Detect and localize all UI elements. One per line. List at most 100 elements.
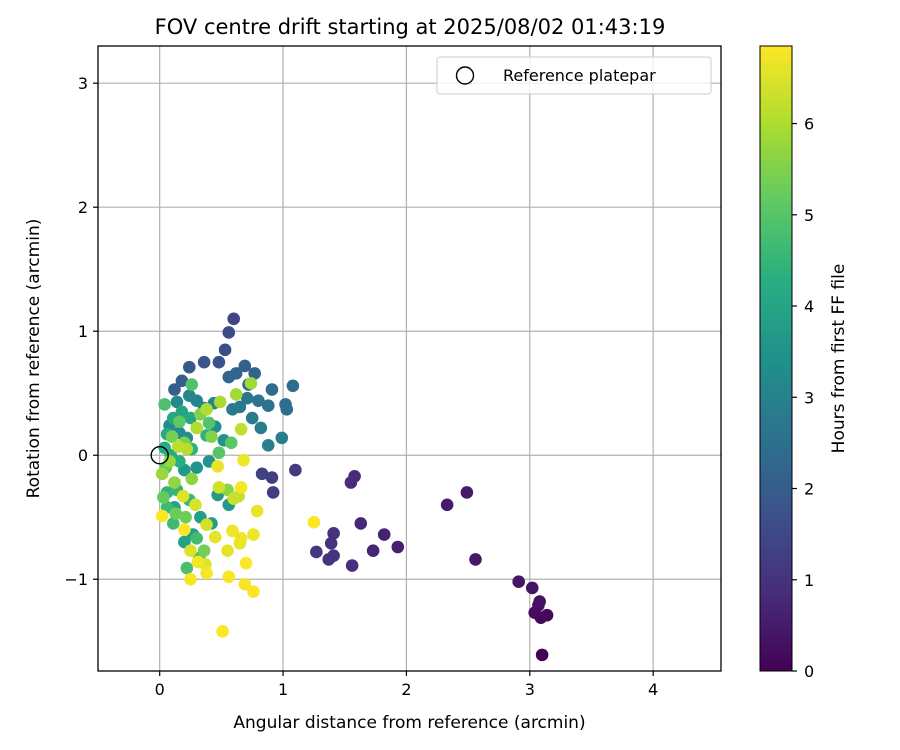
data-point — [265, 383, 279, 396]
data-point — [247, 585, 260, 598]
data-point — [224, 436, 238, 450]
data-point — [226, 403, 239, 416]
y-axis-ticks: −1 0 1 2 3 — [64, 74, 98, 589]
data-point — [155, 509, 169, 523]
data-point — [189, 498, 202, 512]
data-point — [525, 581, 539, 595]
data-point — [212, 355, 226, 369]
data-point — [275, 431, 289, 445]
data-point — [234, 422, 248, 436]
data-point — [237, 453, 250, 467]
data-point — [173, 455, 186, 468]
data-point — [440, 498, 454, 512]
data-point — [266, 486, 280, 499]
data-point — [190, 532, 203, 545]
colorbar-tick-label: 5 — [804, 206, 814, 225]
colorbar-tick-label: 3 — [804, 388, 814, 407]
data-point — [168, 476, 181, 489]
x-axis-ticks: 0 1 2 3 4 — [155, 671, 658, 699]
data-point — [205, 430, 218, 443]
data-points — [155, 312, 554, 662]
data-point — [226, 524, 239, 538]
data-point — [327, 527, 340, 540]
y-tick-label: 1 — [78, 322, 88, 341]
data-point — [184, 544, 197, 558]
x-axis-label: Angular distance from reference (arcmin) — [233, 713, 585, 733]
data-point — [158, 398, 171, 411]
colorbar-tick-label: 4 — [804, 297, 814, 316]
data-point — [240, 391, 254, 405]
x-tick-label: 2 — [401, 680, 411, 699]
data-point — [345, 559, 359, 572]
data-point — [366, 544, 380, 558]
data-point — [200, 518, 213, 531]
data-point — [185, 472, 199, 486]
y-tick-label: −1 — [64, 570, 88, 589]
data-point — [190, 461, 203, 474]
data-point — [245, 411, 259, 425]
colorbar-gradient — [759, 45, 793, 672]
data-point — [229, 388, 243, 401]
colorbar-tick-label: 6 — [804, 115, 814, 134]
legend: Reference platepar — [436, 56, 712, 95]
colorbar-tick-label: 2 — [804, 480, 814, 499]
data-point — [238, 577, 252, 591]
data-point — [184, 572, 197, 586]
data-point — [286, 379, 300, 393]
colorbar-tick-label: 0 — [804, 662, 814, 681]
data-point — [540, 608, 554, 622]
data-point — [213, 395, 227, 409]
data-point — [170, 395, 184, 409]
legend-label: Reference platepar — [503, 66, 656, 85]
data-point — [512, 575, 525, 589]
colorbar-label: Hours from first FF file — [829, 264, 849, 454]
data-point — [166, 517, 180, 530]
data-point — [173, 415, 186, 429]
data-point — [460, 486, 474, 499]
data-point — [208, 530, 222, 544]
data-point — [238, 359, 252, 373]
data-point — [391, 540, 405, 554]
data-point — [222, 326, 236, 339]
data-point — [190, 421, 203, 435]
colorbar-ticks: 0 1 2 3 4 5 6 — [792, 115, 814, 681]
data-point — [176, 489, 190, 503]
data-point — [180, 561, 194, 575]
data-point — [200, 403, 213, 416]
data-point — [182, 389, 196, 403]
y-axis-label: Rotation from reference (arcmin) — [24, 219, 44, 499]
y-tick-label: 3 — [78, 74, 88, 93]
legend-open-circle-icon — [455, 66, 475, 85]
data-point — [327, 549, 340, 562]
data-point — [354, 517, 368, 530]
data-point — [171, 440, 185, 453]
data-point — [184, 411, 197, 425]
data-point — [280, 403, 294, 416]
data-point — [197, 355, 211, 369]
data-point — [255, 467, 269, 481]
data-point — [234, 532, 248, 545]
data-point — [178, 523, 191, 536]
data-point — [175, 374, 189, 388]
data-point — [344, 476, 358, 489]
data-point — [157, 491, 170, 504]
data-point — [289, 463, 302, 477]
data-point — [469, 553, 482, 566]
x-tick-label: 0 — [155, 680, 165, 699]
reference-platepar-marker — [150, 446, 169, 465]
data-point — [222, 370, 236, 384]
plot-frame — [97, 45, 722, 672]
data-point — [155, 467, 169, 481]
data-point — [307, 515, 321, 529]
data-point — [248, 367, 261, 380]
data-point — [227, 312, 241, 326]
data-point — [533, 595, 546, 608]
data-point — [216, 625, 229, 638]
data-point — [221, 544, 234, 558]
data-point — [169, 507, 183, 520]
data-point — [247, 528, 260, 541]
data-point — [185, 378, 199, 391]
data-point — [222, 570, 236, 584]
data-point — [234, 481, 248, 494]
